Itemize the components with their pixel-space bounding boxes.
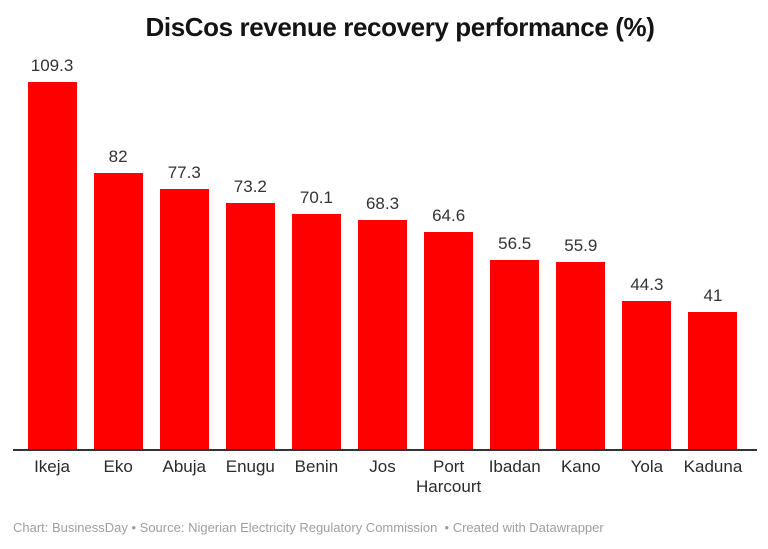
bar-column: 56.5 [482,56,548,451]
bar-column: 64.6 [416,56,482,451]
x-axis-label-enugu: Enugu [225,457,275,476]
bar-column: 68.3 [349,56,415,451]
bar-value-label: 77.3 [167,163,201,183]
bar-value-label: 70.1 [299,187,333,207]
x-axis-line [13,449,757,451]
bar-port-harcourt[interactable] [424,232,474,451]
x-axis-label-kaduna: Kaduna [683,457,743,476]
bar-value-label: 44.3 [630,275,664,294]
bar-value-label: 41 [703,286,723,306]
bar-eko[interactable] [93,173,143,451]
chart-title: DisCos revenue recovery performance (%) [145,12,655,42]
x-axis-label-eko: Eko [103,457,133,476]
bar-jos[interactable] [358,219,408,451]
x-axis-label-kano: Kano [560,457,601,476]
bar-value-label: 64.6 [432,206,466,226]
bar-column: 109.3 [19,56,85,451]
bar-value-label: 68.3 [365,193,400,213]
bar-kano[interactable] [556,261,606,451]
bar-enugu[interactable] [225,203,275,451]
x-axis-labels: Ikeja Eko Abuja Enugu Benin Jos Port Harcourt I… [19,457,746,497]
bar-value-label: 56.5 [498,233,532,253]
bar-yola[interactable] [622,301,672,451]
x-axis-label-benin: Benin [294,457,339,476]
plot-area: 109.3 82 77.3 73.2 70.1 68.3 64.6 56.5 55.9 44.3 4… [19,56,746,451]
bar-benin[interactable] [291,213,341,451]
bar-ikeja[interactable] [27,82,77,451]
x-axis-label-ikeja: Ikeja [34,457,70,476]
bar-column: 41 [680,56,746,451]
bar-abuja[interactable] [159,189,209,451]
bar-value-label: 82 [108,147,128,167]
chart-footer: Chart: BusinessDay • Source: Nigerian El… [13,520,604,535]
x-axis-label-jos: Jos [369,457,396,476]
bar-column: 70.1 [283,56,349,451]
bar-value-label: 55.9 [564,235,598,255]
bar-column: 73.2 [217,56,283,451]
bar-value-label: 109.3 [30,56,74,75]
bar-column: 44.3 [614,56,680,451]
bar-column: 55.9 [548,56,614,451]
x-axis-label-port-harcourt: Port Harcourt [416,457,482,496]
bar-value-label: 73.2 [233,177,267,197]
bar-kaduna[interactable] [688,312,738,451]
x-axis-label-yola: Yola [630,457,664,476]
bar-column: 82 [85,56,151,451]
x-axis-label-ibadan: Ibadan [488,457,541,476]
x-axis-label-abuja: Abuja [162,457,206,476]
bar-column: 77.3 [151,56,217,451]
bar-ibadan[interactable] [490,259,540,451]
